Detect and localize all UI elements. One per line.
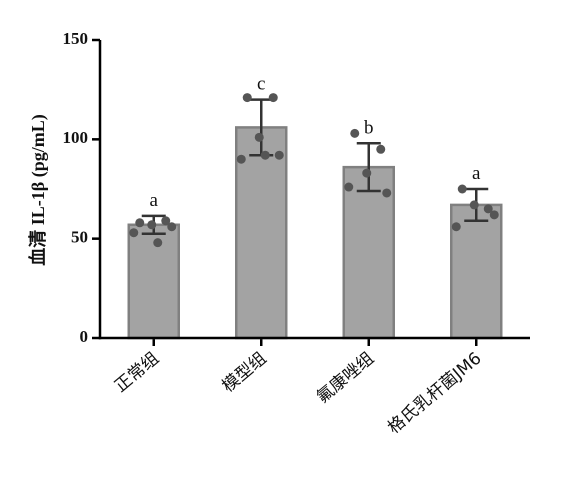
data-point [451,222,461,232]
data-point [457,184,467,194]
annotation: c [257,74,265,95]
x-tick-label: 正常组 [111,349,163,397]
y-tick-label: 50 [71,228,88,247]
data-point [382,188,392,198]
data-point [274,150,284,160]
data-point [236,154,246,164]
y-axis-label: 血清 IL-1β (pg/mL) [27,114,49,266]
data-point [135,218,145,228]
data-point [153,238,163,248]
annotation: b [364,117,374,138]
y-tick-label: 100 [63,128,89,147]
bar [235,126,288,340]
x-tick-label: 格氏乳杆菌JM6 [384,349,485,439]
data-point [362,168,372,178]
data-point [376,144,386,154]
error-bar [356,142,381,193]
y-tick-label: 0 [80,327,89,346]
y-tick-label: 150 [63,29,89,48]
data-point [469,200,479,210]
x-tick-label: 氟康唑组 [313,349,378,408]
data-point [489,210,499,220]
data-point [483,204,493,214]
data-point [268,93,278,103]
data-point [167,222,177,232]
data-point [242,93,252,103]
annotation: a [150,190,159,211]
x-tick-label: 模型组 [219,349,271,397]
data-point [129,228,139,238]
data-point [350,128,360,138]
data-point [344,182,354,192]
data-point [147,220,157,230]
data-point [260,150,270,160]
data-point [161,216,171,226]
data-point [254,132,264,142]
annotation: a [472,163,481,184]
